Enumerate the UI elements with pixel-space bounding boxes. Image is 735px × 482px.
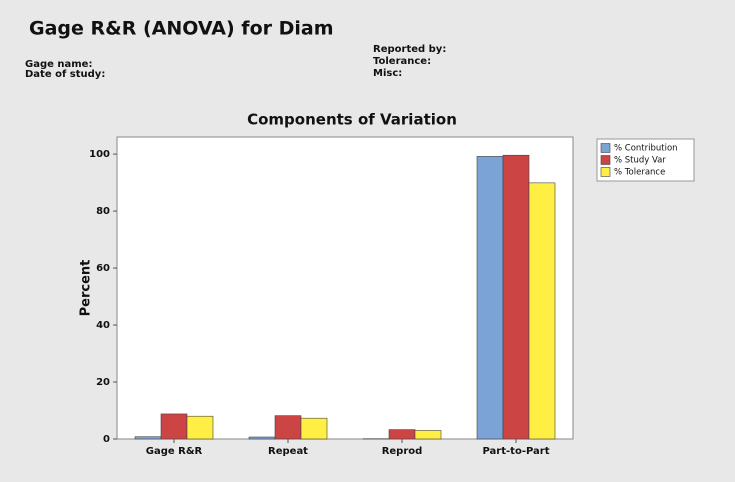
x-tick-label: Reprod — [382, 446, 423, 457]
bar — [186, 415, 214, 440]
y-tick-label: 100 — [89, 149, 110, 160]
y-tick-label: 80 — [96, 206, 110, 217]
legend-swatch — [600, 155, 611, 165]
x-tick-label: Part-to-Part — [483, 446, 550, 457]
page-title: Gage R&R (ANOVA) for Diam — [29, 18, 334, 40]
y-tick-label: 60 — [96, 263, 110, 274]
field-label: Gage name: — [25, 59, 92, 70]
bar — [414, 430, 442, 440]
bar — [528, 182, 556, 440]
bar — [160, 413, 188, 440]
field-label: Reported by: — [373, 44, 446, 55]
bar — [300, 417, 328, 440]
y-tick-label: 40 — [96, 320, 110, 331]
bar — [248, 436, 276, 440]
field-label: Tolerance: — [373, 56, 431, 67]
bar — [476, 156, 504, 440]
bar — [502, 154, 530, 440]
x-tick-label: Repeat — [268, 446, 308, 457]
field-label: Misc: — [373, 68, 402, 79]
legend-swatch — [600, 143, 611, 153]
chart-title: Components of Variation — [247, 111, 457, 129]
legend-swatch — [600, 167, 611, 177]
bar — [134, 436, 162, 440]
legend-label: % Contribution — [614, 144, 678, 154]
y-axis-label: Percent — [79, 260, 94, 317]
bar — [274, 415, 302, 440]
field-label: Date of study: — [25, 69, 105, 80]
y-tick-label: 0 — [103, 434, 110, 445]
y-tick-label: 20 — [96, 377, 110, 388]
legend-label: % Study Var — [614, 156, 666, 166]
legend-label: % Tolerance — [614, 168, 665, 178]
bar — [388, 429, 416, 440]
x-tick-label: Gage R&R — [146, 446, 203, 457]
legend-box — [596, 138, 695, 182]
